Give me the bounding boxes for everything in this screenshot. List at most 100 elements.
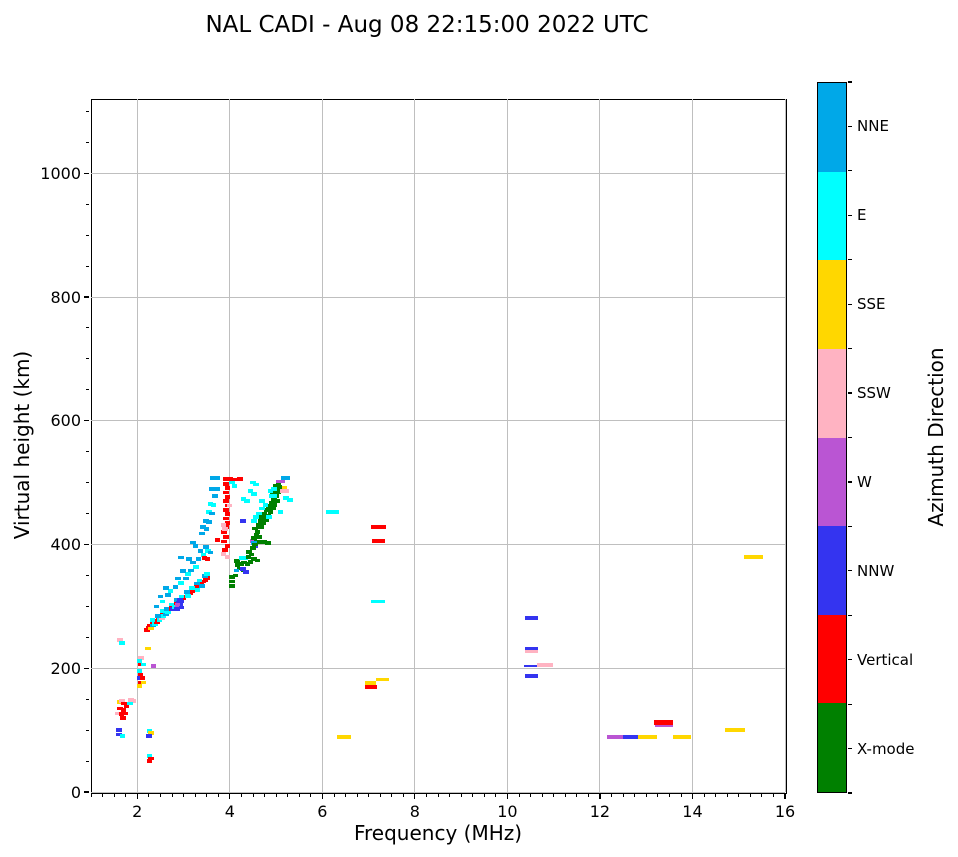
colorbar-title: Azimuth Direction bbox=[924, 347, 948, 527]
gridline-vertical bbox=[414, 99, 416, 792]
echo-point-vertical bbox=[118, 712, 125, 716]
echo-point-nne bbox=[209, 511, 215, 516]
echo-point-e bbox=[283, 496, 290, 500]
echo-point-nne bbox=[188, 568, 194, 573]
echo-point-nne bbox=[203, 527, 210, 531]
echo-point-x-mode bbox=[255, 522, 262, 527]
echo-point-ssw bbox=[224, 555, 231, 559]
x-axis-minor-tick bbox=[530, 793, 532, 797]
echo-point-sse bbox=[148, 731, 154, 736]
echo-point-vertical bbox=[198, 581, 204, 586]
echo-point-ssw bbox=[280, 488, 286, 493]
echo-point-x-mode bbox=[251, 557, 257, 562]
echo-point-nnw bbox=[115, 732, 122, 737]
x-axis-minor-tick bbox=[275, 793, 277, 797]
echo-point-vertical bbox=[224, 512, 231, 517]
echo-point-sse bbox=[336, 735, 351, 739]
y-axis-minor-tick bbox=[86, 203, 90, 205]
echo-point-nnw bbox=[177, 597, 183, 602]
echo-point-nnw bbox=[524, 674, 539, 679]
y-axis-minor-tick bbox=[86, 234, 90, 236]
echo-point-vertical bbox=[364, 684, 377, 689]
echo-point-e bbox=[371, 599, 386, 604]
x-axis-minor-tick bbox=[611, 793, 612, 797]
echo-point-ssw bbox=[117, 637, 123, 642]
echo-point-e bbox=[185, 594, 191, 598]
echo-point-e bbox=[240, 497, 247, 502]
echo-point-e bbox=[268, 494, 275, 499]
echo-point-vertical bbox=[137, 680, 144, 685]
x-axis-minor-tick bbox=[622, 793, 624, 797]
gridline-vertical bbox=[229, 99, 231, 792]
echo-point-x-mode bbox=[238, 561, 244, 566]
echo-point-nne bbox=[209, 486, 215, 491]
colorbar-segment-nnw bbox=[818, 526, 846, 615]
x-axis-minor-tick bbox=[148, 793, 150, 797]
echo-point-w bbox=[174, 603, 181, 607]
echo-point-e bbox=[251, 491, 257, 496]
echo-point-nne bbox=[163, 612, 169, 617]
echo-point-vertical bbox=[370, 525, 386, 530]
echo-point-nnw bbox=[174, 606, 180, 611]
colorbar-boundary-tick bbox=[848, 436, 852, 439]
echo-point-nnw bbox=[169, 606, 176, 611]
x-axis-major-tick bbox=[691, 793, 694, 799]
echo-point-x-mode bbox=[270, 491, 276, 496]
echo-point-e bbox=[251, 519, 257, 523]
echo-point-x-mode bbox=[260, 521, 267, 526]
y-axis-tick-label: 200 bbox=[50, 658, 81, 678]
gridline-vertical bbox=[784, 99, 786, 792]
x-axis-minor-tick bbox=[171, 793, 173, 797]
y-axis-major-tick bbox=[84, 420, 90, 422]
x-axis-major-tick bbox=[599, 793, 601, 799]
echo-point-nne bbox=[200, 525, 206, 530]
echo-point-nne bbox=[194, 581, 200, 586]
x-axis-minor-tick bbox=[402, 793, 404, 797]
x-axis-major-tick bbox=[136, 793, 138, 799]
echo-point-sse bbox=[136, 684, 143, 689]
echo-point-ssw bbox=[159, 616, 165, 620]
echo-point-x-mode bbox=[229, 584, 235, 588]
echo-point-vertical bbox=[232, 477, 239, 482]
echo-point-sse bbox=[376, 677, 389, 682]
x-axis-minor-tick bbox=[264, 793, 265, 797]
x-axis-minor-tick bbox=[368, 793, 370, 797]
echo-point-nne bbox=[214, 475, 220, 480]
echo-point-e bbox=[210, 503, 217, 507]
echo-point-nne bbox=[163, 606, 170, 611]
colorbar-boundary-tick bbox=[848, 792, 852, 794]
x-axis-minor-tick bbox=[449, 793, 451, 797]
x-axis-minor-tick bbox=[240, 793, 242, 797]
echo-point-x-mode bbox=[267, 510, 274, 515]
echo-point-e bbox=[193, 564, 199, 569]
colorbar-center-tick bbox=[848, 392, 852, 394]
echo-point-sse bbox=[140, 680, 147, 685]
colorbar-center-tick bbox=[848, 214, 852, 216]
echo-point-nne bbox=[175, 576, 181, 581]
echo-point-nne bbox=[199, 584, 205, 588]
x-axis-minor-tick bbox=[749, 793, 751, 797]
echo-point-nne bbox=[178, 555, 184, 560]
gridline-horizontal bbox=[91, 667, 785, 669]
x-axis-minor-tick bbox=[738, 793, 740, 797]
echo-point-nne bbox=[186, 557, 192, 562]
echo-point-w bbox=[275, 479, 282, 484]
gridline-horizontal bbox=[91, 420, 785, 422]
echo-point-x-mode bbox=[264, 507, 270, 512]
echo-point-e bbox=[194, 587, 201, 592]
x-axis-minor-tick bbox=[761, 793, 763, 797]
echo-point-e bbox=[189, 585, 195, 590]
y-axis-minor-tick bbox=[86, 729, 90, 731]
echo-point-ssw bbox=[283, 488, 290, 493]
echo-point-x-mode bbox=[237, 566, 243, 571]
echo-point-x-mode bbox=[251, 536, 257, 541]
echo-point-nne bbox=[202, 519, 209, 523]
x-axis-minor-tick bbox=[645, 793, 647, 797]
x-axis-minor-tick bbox=[194, 793, 196, 797]
x-axis-major-tick bbox=[229, 793, 231, 799]
y-axis-minor-tick bbox=[86, 451, 90, 453]
echo-point-nnw bbox=[177, 603, 184, 607]
gridline-vertical bbox=[321, 99, 323, 792]
echo-point-vertical bbox=[120, 715, 126, 720]
